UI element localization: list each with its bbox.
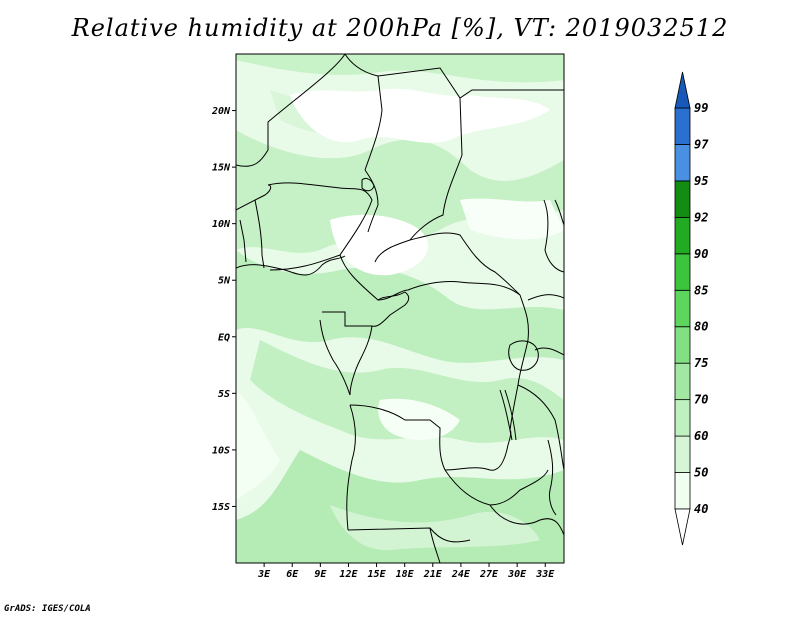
- lon-tick-label: 3E: [257, 569, 271, 580]
- colorbar-label: 95: [694, 174, 708, 188]
- lon-tick-label: 33E: [535, 569, 555, 580]
- border-chad-sudan: [409, 97, 463, 241]
- colorbar-label: 75: [694, 356, 708, 370]
- lon-tick-label: 30E: [507, 569, 527, 580]
- colorbar-label: 40: [694, 502, 708, 516]
- border-libya-west: [344, 54, 383, 171]
- lon-tick-label: 21E: [423, 569, 443, 580]
- shade-band-congo: [250, 340, 564, 443]
- lon-tick-label: 6E: [286, 569, 299, 580]
- border-angola-drc-east: [444, 429, 512, 471]
- border-namibia-south: [429, 527, 441, 563]
- shade-band-south-2: [330, 505, 540, 551]
- border-benin: [254, 199, 265, 269]
- colorbar-label: 85: [694, 283, 708, 297]
- border-gulf-coast: [236, 255, 346, 276]
- lon-tick-label: 27E: [479, 569, 499, 580]
- border-niger-north: [236, 54, 346, 167]
- colorbar-segment: [674, 180, 691, 218]
- shade-band-gulf: [236, 250, 564, 363]
- border-chad-nigeria: [364, 169, 379, 233]
- colorbar-segment: [674, 289, 691, 328]
- lat-tick-label: EQ: [218, 332, 230, 343]
- colorbar: 40 50 60 70 75 80 85 90 92 95 97 99: [674, 71, 709, 546]
- lon-tick-label: 12E: [339, 569, 358, 580]
- border-togo: [239, 219, 247, 263]
- colorbar-segment: [674, 362, 691, 401]
- shade-band-north: [236, 54, 564, 83]
- chart-title: Relative humidity at 200hPa [%], VT: 201…: [71, 14, 729, 42]
- border-angola-north: [349, 404, 446, 471]
- colorbar-label: 92: [694, 210, 708, 224]
- border-zimbabwe: [489, 504, 564, 536]
- colorbar-segment: [674, 435, 691, 473]
- colorbar-arrow-low: [674, 508, 691, 546]
- colorbar-segment: [674, 144, 691, 182]
- border-car: [374, 232, 521, 296]
- lon-tick-label: 15E: [368, 569, 387, 580]
- colorbar-segment: [674, 326, 691, 364]
- map-frame: [235, 53, 565, 564]
- lat-tick-label: 15N: [212, 163, 231, 174]
- colorbar-label: 50: [694, 466, 708, 480]
- lat-tick-label: 5S: [218, 389, 230, 400]
- colorbar-segment: [674, 472, 691, 510]
- longitude-axis: 3E 6E 9E 12E 15E 18E 21E 24E 27E 30E 33E: [257, 563, 555, 580]
- border-west-niger: [236, 184, 272, 211]
- colorbar-label: 99: [694, 101, 708, 115]
- lat-tick-label: 5N: [218, 276, 231, 287]
- shade-clear-west-ocean: [236, 390, 280, 500]
- border-zambia: [444, 469, 549, 506]
- colorbar-label: 80: [694, 320, 708, 334]
- country-borders: [236, 54, 564, 563]
- grads-credit: GrADS: IGES/COLA: [4, 604, 91, 614]
- colorbar-label: 97: [694, 137, 709, 151]
- lon-tick-label: 9E: [314, 569, 327, 580]
- colorbar-segment: [674, 253, 691, 291]
- colorbar-label: 60: [694, 429, 708, 443]
- lon-tick-label: 24E: [451, 569, 471, 580]
- border-malawi: [547, 439, 557, 516]
- shade-band-sahel: [236, 130, 564, 253]
- lat-tick-label: 20N: [211, 106, 231, 117]
- colorbar-segment: [674, 216, 691, 255]
- lat-tick-label: 10N: [212, 219, 231, 230]
- colorbar-label: 90: [694, 247, 708, 261]
- colorbar-segment: [674, 107, 691, 145]
- border-car-south: [377, 281, 521, 301]
- border-congo-coast: [319, 319, 351, 396]
- border-tanzania: [517, 384, 564, 471]
- lat-tick-label: 10S: [212, 445, 230, 456]
- border-congo-drc: [349, 325, 373, 396]
- border-drc-east: [509, 294, 529, 431]
- shade-clear-sahara: [290, 88, 550, 143]
- colorbar-arrow-high: [674, 71, 691, 109]
- latitude-axis: 20N 15N 10N 5N EQ 5S 10S 15S: [211, 106, 236, 513]
- lake-chad: [361, 177, 375, 192]
- border-angola-coast: [346, 404, 356, 531]
- colorbar-label: 70: [694, 393, 708, 407]
- shade-clear-east: [460, 198, 564, 240]
- lat-tick-label: 15S: [212, 502, 230, 513]
- border-ethiopia: [554, 199, 564, 226]
- shade-clear-central: [330, 214, 429, 276]
- border-sudan-east: [543, 199, 564, 273]
- lake-tanganyika: [499, 389, 517, 441]
- lake-victoria: [508, 340, 539, 371]
- border-nigeria: [267, 182, 373, 271]
- lon-tick-label: 18E: [396, 569, 415, 580]
- border-uganda-kenya: [527, 294, 564, 301]
- colorbar-segment: [674, 399, 691, 437]
